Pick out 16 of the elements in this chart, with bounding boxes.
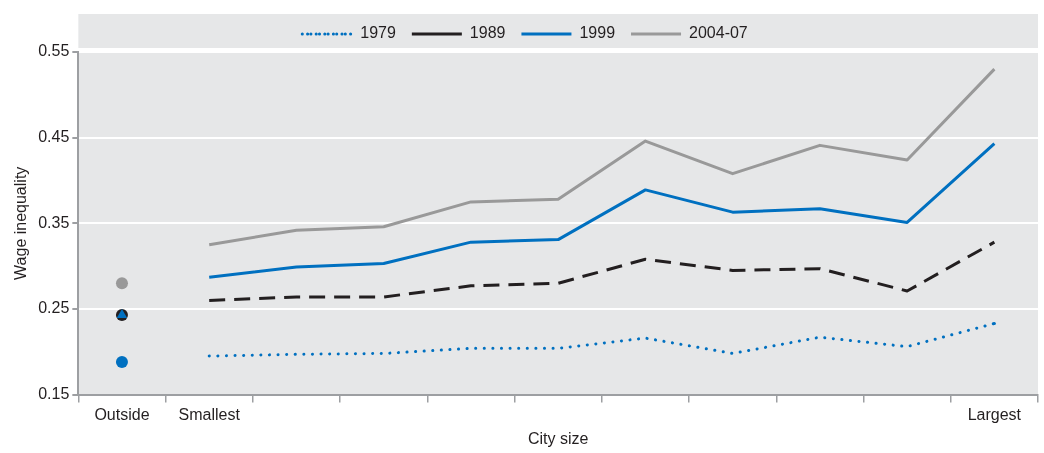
y-tick-label: 0.15	[38, 385, 70, 403]
y-tick-label: 0.35	[38, 213, 70, 231]
legend-label: 1979	[360, 24, 396, 42]
line-series	[207, 240, 996, 302]
legend-label: 1999	[579, 24, 616, 42]
x-tick-label: Largest	[967, 405, 1022, 423]
x-axis-title: City size	[527, 429, 589, 447]
x-tick-label: Smallest	[178, 405, 241, 423]
y-tick-label: 0.45	[38, 128, 70, 146]
legend-label: 2004-07	[689, 24, 748, 42]
y-tick-label: 0.55	[38, 42, 70, 60]
legend-label: 1989	[469, 24, 506, 42]
x-tick-label: Outside	[94, 405, 150, 423]
line-series	[207, 322, 996, 358]
y-tick-label: 0.25	[38, 299, 70, 317]
y-axis-title: Wage inequality	[12, 166, 30, 280]
